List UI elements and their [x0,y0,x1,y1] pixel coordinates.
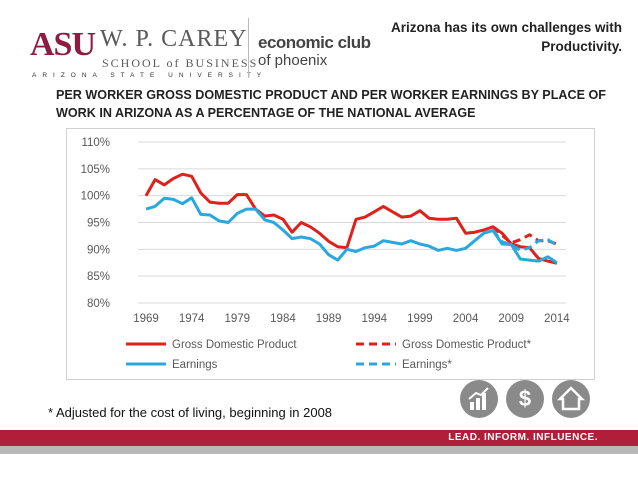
y-tick-label: 85% [87,271,110,283]
x-tick-label: 1984 [270,313,296,325]
footer-tagline: LEAD. INFORM. INFLUENCE. [448,432,598,443]
footer-stripe [0,446,638,454]
line-chart: 80% 85% 90% 95% 100% 105% 110% 1969 1974 1979 1984… [81,137,571,371]
series-line-gross-domestic-product [144,172,558,265]
legend-label: Earnings [172,359,218,371]
club-name-line2: of phoenix [258,52,328,69]
header-divider [248,18,249,78]
slide-headline: Arizona has its own challenges with Prod… [390,20,622,54]
economic-club-logo: economic club of phoenix [258,34,371,68]
asu-wp-carey-logo: ASU W. P. CAREY SCHOOL of BUSINESS [30,22,256,78]
x-tick-label: 2014 [544,313,570,325]
x-tick-label: 1999 [407,313,433,325]
series-line-earnings-adjusted [491,229,558,252]
legend-label: Gross Domestic Product* [402,339,532,351]
house-icon [552,380,590,418]
x-tick-label: 1989 [316,313,342,325]
university-name: ARIZONA STATE UNIVERSITY [32,72,268,79]
y-tick-label: 105% [81,164,110,176]
club-name-line1: economic club [258,33,371,52]
x-tick-label: 2004 [453,313,479,325]
dollar-icon: $ [506,380,544,418]
school-name: W. P. CAREY [100,26,248,52]
footer-bar [0,430,638,446]
y-tick-label: 95% [87,218,110,230]
legend-label: Earnings* [402,359,452,371]
y-tick-label: 80% [87,298,110,310]
chart-title: PER WORKER GROSS DOMESTIC PRODUCT AND PE… [56,88,606,120]
y-tick-label: 110% [81,137,110,149]
icon-group: $ [460,380,590,422]
school-subtitle: SCHOOL of BUSINESS [102,56,259,70]
y-tick-label: 90% [87,244,110,256]
footnote: * Adjusted for the cost of living, begin… [48,405,333,420]
asu-logo-mark: ASU [30,26,96,63]
growth-chart-icon [460,380,498,418]
legend-label: Gross Domestic Product [172,339,297,351]
series-line-gross-domestic-product-adjusted [491,225,558,246]
x-tick-label: 1979 [225,313,251,325]
y-tick-label: 100% [81,191,110,203]
x-tick-label: 2009 [498,313,524,325]
x-tick-label: 1969 [133,313,159,325]
series-line-earnings [145,196,558,265]
x-tick-label: 1974 [179,313,205,325]
chart-frame [66,128,595,380]
x-tick-label: 1994 [361,313,387,325]
